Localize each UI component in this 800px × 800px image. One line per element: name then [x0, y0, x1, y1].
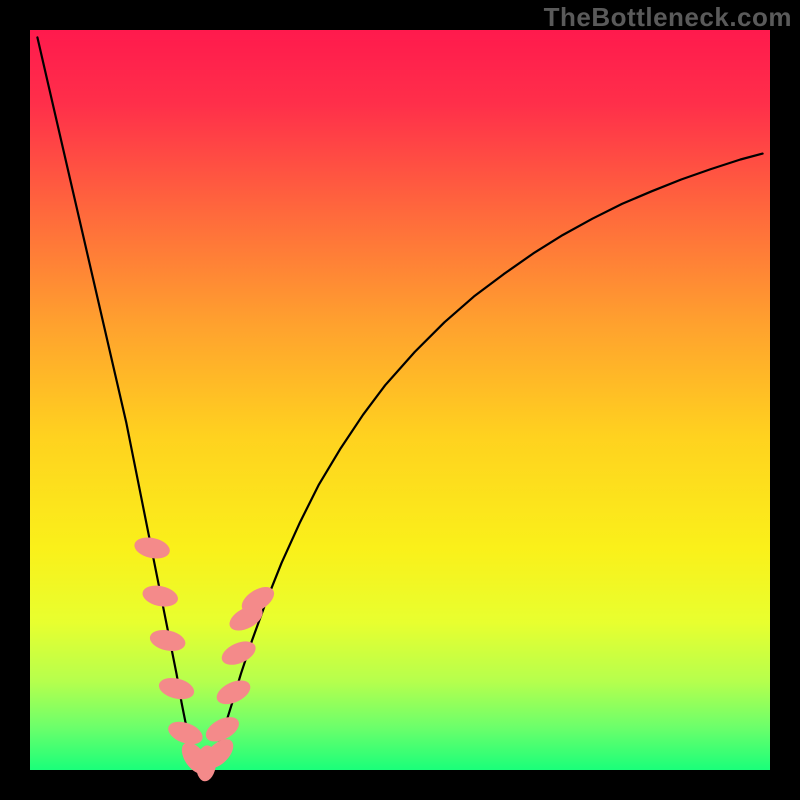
- chart-root: TheBottleneck.com: [0, 0, 800, 800]
- chart-svg: [0, 0, 800, 800]
- watermark-text: TheBottleneck.com: [544, 2, 792, 33]
- plot-area: [30, 30, 770, 770]
